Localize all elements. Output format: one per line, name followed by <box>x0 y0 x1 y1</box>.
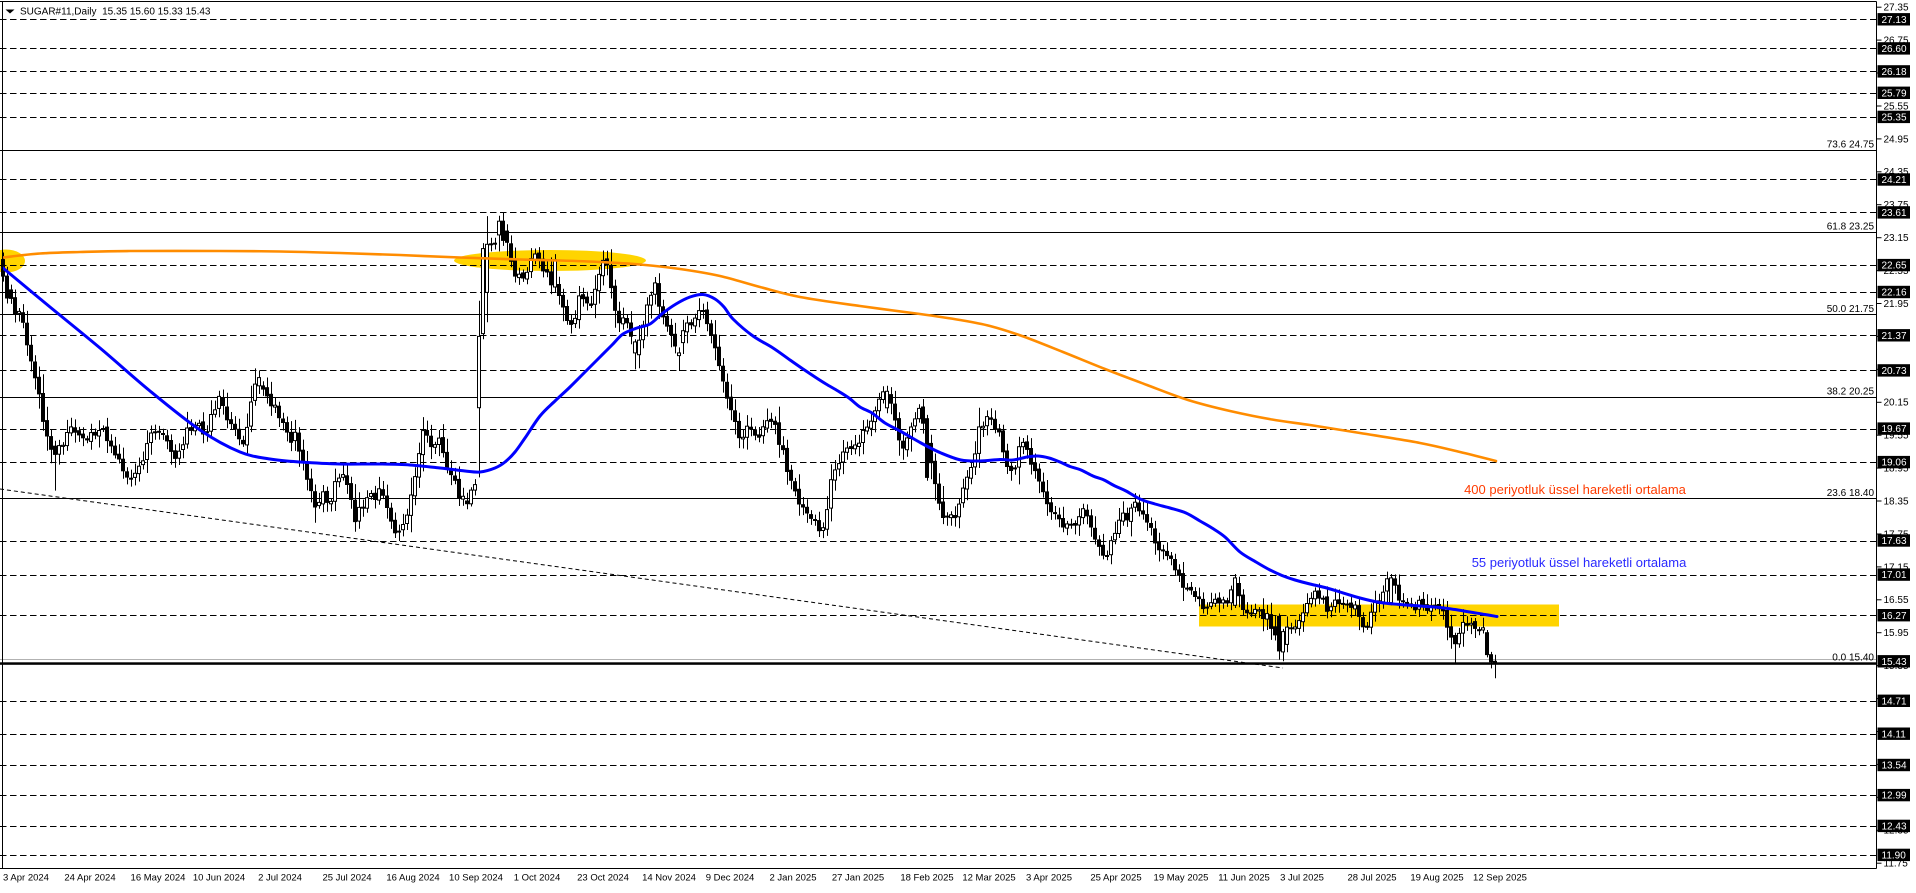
svg-text:14 Nov 2024: 14 Nov 2024 <box>642 873 696 884</box>
svg-text:23.6 18.40: 23.6 18.40 <box>1827 488 1875 499</box>
svg-text:18 Feb 2025: 18 Feb 2025 <box>900 873 953 884</box>
svg-text:0.0 15.40: 0.0 15.40 <box>1832 652 1874 663</box>
svg-text:23 Oct 2024: 23 Oct 2024 <box>577 873 629 884</box>
svg-text:24.35: 24.35 <box>1884 167 1909 178</box>
svg-text:15.95: 15.95 <box>1884 628 1909 639</box>
svg-text:25.35: 25.35 <box>1882 113 1907 124</box>
svg-text:11 Jun 2025: 11 Jun 2025 <box>1218 873 1270 884</box>
svg-text:19 May 2025: 19 May 2025 <box>1154 873 1209 884</box>
svg-text:24.21: 24.21 <box>1882 175 1907 186</box>
svg-text:2 Jul 2024: 2 Jul 2024 <box>258 873 302 884</box>
svg-text:24.95: 24.95 <box>1884 134 1909 145</box>
svg-text:12 Sep 2025: 12 Sep 2025 <box>1473 873 1527 884</box>
svg-text:20.73: 20.73 <box>1882 366 1907 377</box>
svg-text:28 Jul 2025: 28 Jul 2025 <box>1347 873 1396 884</box>
svg-text:10 Jun 2024: 10 Jun 2024 <box>193 873 245 884</box>
svg-text:12 Mar 2025: 12 Mar 2025 <box>962 873 1015 884</box>
svg-text:14.71: 14.71 <box>1882 696 1907 707</box>
svg-text:16.55: 16.55 <box>1884 595 1909 606</box>
svg-text:27 Jan 2025: 27 Jan 2025 <box>832 873 884 884</box>
svg-text:23.15: 23.15 <box>1884 233 1909 244</box>
svg-text:15.43: 15.43 <box>1882 657 1907 668</box>
svg-text:13.54: 13.54 <box>1882 761 1907 772</box>
svg-text:55 periyotluk üssel hareketli: 55 periyotluk üssel hareketli ortalama <box>1472 555 1687 570</box>
svg-text:26.18: 26.18 <box>1882 67 1907 78</box>
svg-text:21.37: 21.37 <box>1882 331 1907 342</box>
svg-text:25 Apr 2025: 25 Apr 2025 <box>1090 873 1141 884</box>
svg-text:22.55: 22.55 <box>1884 266 1909 277</box>
svg-text:21.95: 21.95 <box>1884 299 1909 310</box>
svg-text:27.35: 27.35 <box>1884 3 1909 14</box>
svg-text:19.55: 19.55 <box>1884 431 1909 442</box>
svg-text:50.0 21.75: 50.0 21.75 <box>1827 304 1875 315</box>
svg-text:400 periyotluk üssel hareketli: 400 periyotluk üssel hareketli ortalama <box>1464 482 1687 497</box>
svg-text:23.75: 23.75 <box>1884 200 1909 211</box>
svg-text:SUGAR#11,Daily 15.35 15.60 15: SUGAR#11,Daily 15.35 15.60 15.33 15.43 <box>20 7 211 18</box>
svg-text:22.65: 22.65 <box>1882 261 1907 272</box>
svg-text:18.95: 18.95 <box>1884 464 1909 475</box>
svg-text:23.61: 23.61 <box>1882 208 1907 219</box>
svg-text:73.6 24.75: 73.6 24.75 <box>1827 139 1875 150</box>
svg-text:20.15: 20.15 <box>1884 398 1909 409</box>
svg-text:2 Jan 2025: 2 Jan 2025 <box>769 873 816 884</box>
svg-text:16 May 2024: 16 May 2024 <box>131 873 186 884</box>
svg-text:25.79: 25.79 <box>1882 88 1907 99</box>
svg-text:11.75: 11.75 <box>1884 859 1909 870</box>
svg-text:18.35: 18.35 <box>1884 496 1909 507</box>
svg-text:10 Sep 2024: 10 Sep 2024 <box>449 873 503 884</box>
svg-text:27.13: 27.13 <box>1882 15 1907 26</box>
svg-text:61.8 23.25: 61.8 23.25 <box>1827 222 1875 233</box>
svg-text:22.16: 22.16 <box>1882 288 1907 299</box>
svg-text:26.60: 26.60 <box>1882 44 1907 55</box>
svg-text:26.75: 26.75 <box>1884 36 1909 47</box>
svg-text:12.43: 12.43 <box>1882 822 1907 833</box>
svg-text:17.63: 17.63 <box>1882 536 1907 547</box>
svg-text:1 Oct 2024: 1 Oct 2024 <box>514 873 560 884</box>
svg-text:17.01: 17.01 <box>1882 570 1907 581</box>
svg-text:19 Aug 2025: 19 Aug 2025 <box>1410 873 1463 884</box>
svg-text:38.2 20.25: 38.2 20.25 <box>1827 386 1875 397</box>
svg-text:19.06: 19.06 <box>1882 458 1907 469</box>
svg-text:25.55: 25.55 <box>1884 101 1909 112</box>
svg-text:17.15: 17.15 <box>1884 562 1909 573</box>
svg-text:24 Apr 2024: 24 Apr 2024 <box>64 873 115 884</box>
svg-text:16 Aug 2024: 16 Aug 2024 <box>386 873 439 884</box>
svg-text:25 Jul 2024: 25 Jul 2024 <box>322 873 371 884</box>
svg-text:14.11: 14.11 <box>1882 729 1907 740</box>
svg-text:12.99: 12.99 <box>1882 791 1907 802</box>
svg-text:11.90: 11.90 <box>1882 851 1907 862</box>
svg-text:9 Dec 2024: 9 Dec 2024 <box>706 873 755 884</box>
svg-text:3 Apr 2024: 3 Apr 2024 <box>3 873 49 884</box>
svg-text:3 Jul 2025: 3 Jul 2025 <box>1280 873 1324 884</box>
svg-text:19.67: 19.67 <box>1882 424 1907 435</box>
svg-text:16.27: 16.27 <box>1882 611 1907 622</box>
svg-text:3 Apr 2025: 3 Apr 2025 <box>1026 873 1072 884</box>
